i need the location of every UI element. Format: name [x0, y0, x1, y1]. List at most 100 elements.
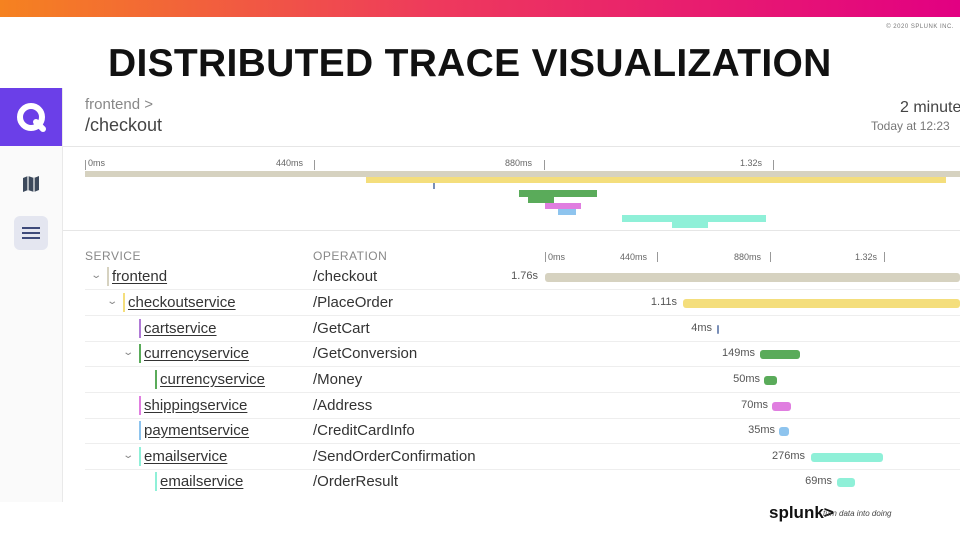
- span-operation: /CreditCardInfo: [313, 422, 415, 439]
- span-row[interactable]: ⌄ emailservice /SendOrderConfirmation 27…: [85, 444, 960, 470]
- span-duration: 1.76s: [511, 270, 538, 282]
- chevron-down-icon[interactable]: ⌄: [122, 450, 135, 461]
- timeline-tickmark: [545, 252, 546, 262]
- brand-gradient-bar: [0, 0, 960, 17]
- trace-operation-title: /checkout: [85, 115, 163, 135]
- service-color-swatch: [139, 447, 141, 466]
- overview-span-orderresult: [672, 222, 708, 228]
- timeline-tickmark: [657, 252, 658, 262]
- trace-time-ago: 2 minute: [900, 99, 960, 116]
- splunk-logo: splunk>: [769, 503, 834, 522]
- span-operation: /GetConversion: [313, 345, 418, 362]
- overview-tickmark: [544, 160, 545, 170]
- span-row[interactable]: ⌄ frontend /checkout 1.76s: [85, 264, 960, 290]
- span-row[interactable]: emailservice /OrderResult 69ms: [85, 469, 960, 494]
- left-navigation: [0, 88, 63, 502]
- brand-tagline: turn data into doing: [823, 509, 892, 518]
- service-color-swatch: [139, 421, 141, 440]
- span-duration: 35ms: [748, 424, 775, 436]
- span-bar[interactable]: [764, 376, 777, 385]
- span-operation: /Money: [313, 371, 363, 388]
- span-bar[interactable]: [837, 478, 855, 487]
- span-row[interactable]: cartservice /GetCart 4ms: [85, 316, 960, 342]
- service-color-swatch: [155, 370, 157, 389]
- span-bar[interactable]: [683, 299, 960, 308]
- span-row[interactable]: shippingservice /Address 70ms: [85, 393, 960, 419]
- span-bar[interactable]: [779, 427, 789, 436]
- span-row[interactable]: currencyservice /Money 50ms: [85, 367, 960, 393]
- overview-tickmark: [773, 160, 774, 170]
- service-color-swatch: [123, 293, 125, 312]
- span-row[interactable]: ⌄ currencyservice /GetConversion 149ms: [85, 341, 960, 367]
- overview-divider: [63, 230, 960, 231]
- span-bar[interactable]: [545, 273, 960, 282]
- span-service[interactable]: currencyservice: [160, 371, 266, 388]
- span-service[interactable]: shippingservice: [144, 397, 248, 414]
- service-column-header[interactable]: SERVICE: [85, 249, 141, 263]
- overview-span-shippingservice: [545, 203, 581, 209]
- chevron-down-icon[interactable]: ⌄: [106, 296, 119, 307]
- map-icon[interactable]: [14, 167, 48, 201]
- service-color-swatch: [139, 319, 141, 338]
- overview-tick: 440ms: [276, 158, 304, 168]
- span-duration: 276ms: [771, 450, 805, 462]
- chevron-down-icon[interactable]: ⌄: [122, 347, 135, 358]
- operation-column-header[interactable]: OPERATION: [313, 249, 388, 263]
- span-service[interactable]: paymentservice: [144, 422, 250, 439]
- service-color-swatch: [139, 396, 141, 415]
- timeline-tickmark: [770, 252, 771, 262]
- span-duration: 1.11s: [650, 296, 677, 308]
- span-operation: /GetCart: [313, 320, 370, 337]
- copyright-text: © 2020 SPLUNK INC.: [886, 24, 954, 30]
- overview-span-checkoutservice: [366, 177, 946, 183]
- span-row[interactable]: ⌄ checkoutservice /PlaceOrder 1.11s: [85, 290, 960, 316]
- overview-span-getconversion: [519, 190, 597, 197]
- span-bar[interactable]: [760, 350, 800, 359]
- app-logo-icon[interactable]: [0, 88, 62, 146]
- timeline-tick: 1.32s: [855, 252, 878, 262]
- timeline-tick: 0ms: [548, 252, 566, 262]
- chevron-down-icon[interactable]: ⌄: [90, 270, 103, 281]
- span-operation: /OrderResult: [313, 473, 399, 490]
- trace-timestamp: Today at 12:23: [871, 119, 950, 133]
- span-duration: 4ms: [691, 322, 712, 334]
- overview-span-cartservice: [433, 183, 435, 189]
- overview-span-frontend: [85, 171, 960, 177]
- timeline-tick: 440ms: [620, 252, 648, 262]
- overview-tick: 880ms: [505, 158, 533, 168]
- span-bar[interactable]: [772, 402, 791, 411]
- slide-title: DISTRIBUTED TRACE VISUALIZATION: [108, 42, 832, 85]
- overview-span-money: [528, 197, 554, 203]
- span-row[interactable]: paymentservice /CreditCardInfo 35ms: [85, 418, 960, 444]
- span-operation: /PlaceOrder: [313, 294, 394, 311]
- span-operation: /SendOrderConfirmation: [313, 448, 476, 465]
- span-service[interactable]: frontend: [112, 268, 168, 285]
- service-color-swatch: [155, 472, 157, 491]
- span-operation: /checkout: [313, 268, 378, 285]
- overview-span-sendorderconfirmation: [622, 215, 766, 222]
- span-operation: /Address: [313, 397, 373, 414]
- overview-tickmark: [85, 160, 86, 170]
- span-service[interactable]: checkoutservice: [128, 294, 236, 311]
- service-color-swatch: [139, 344, 141, 363]
- service-color-swatch: [107, 267, 109, 286]
- span-service[interactable]: emailservice: [160, 473, 244, 490]
- span-duration: 50ms: [733, 373, 760, 385]
- span-service[interactable]: cartservice: [144, 320, 217, 337]
- overview-span-paymentservice: [558, 209, 576, 215]
- span-service[interactable]: emailservice: [144, 448, 228, 465]
- overview-tickmark: [314, 160, 315, 170]
- list-icon[interactable]: [14, 216, 48, 250]
- timeline-tickmark: [884, 252, 885, 262]
- span-bar[interactable]: [717, 325, 719, 334]
- header-divider: [63, 146, 960, 147]
- overview-tick: 0ms: [88, 158, 106, 168]
- span-duration: 69ms: [805, 475, 832, 487]
- breadcrumb[interactable]: frontend >: [85, 96, 153, 113]
- span-duration: 70ms: [741, 399, 768, 411]
- span-service[interactable]: currencyservice: [144, 345, 250, 362]
- overview-tick: 1.32s: [740, 158, 763, 168]
- span-duration: 149ms: [721, 347, 755, 359]
- span-bar[interactable]: [811, 453, 883, 462]
- timeline-tick: 880ms: [734, 252, 762, 262]
